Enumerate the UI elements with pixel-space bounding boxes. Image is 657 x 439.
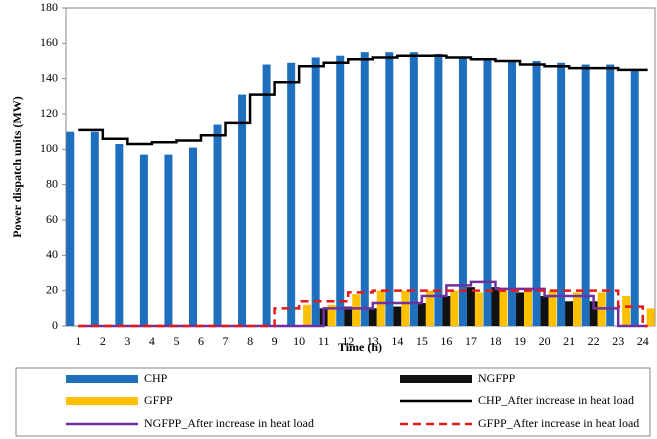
bar xyxy=(548,290,557,326)
bar xyxy=(458,57,467,326)
x-tick-label: 19 xyxy=(514,334,526,348)
legend-label: CHP xyxy=(144,371,168,385)
bar xyxy=(336,55,345,326)
bar xyxy=(532,61,541,326)
bar xyxy=(630,69,639,326)
bar xyxy=(581,64,590,327)
bar xyxy=(213,124,222,326)
y-tick-label: 40 xyxy=(46,247,58,261)
bar xyxy=(393,306,402,326)
bar xyxy=(524,290,533,326)
x-tick-label: 6 xyxy=(198,334,204,348)
legend-swatch xyxy=(66,375,138,383)
x-tick-label: 1 xyxy=(75,334,81,348)
legend-swatch xyxy=(66,397,138,405)
bar xyxy=(90,131,99,326)
bar xyxy=(262,64,271,327)
x-tick-label: 4 xyxy=(149,334,155,348)
x-tick-label: 5 xyxy=(173,334,179,348)
legend-swatch xyxy=(400,375,472,383)
bar xyxy=(409,52,418,327)
legend-box xyxy=(15,367,651,437)
bar xyxy=(499,290,508,326)
x-tick-label: 16 xyxy=(440,334,452,348)
bar xyxy=(139,154,148,326)
y-tick-label: 0 xyxy=(52,318,58,332)
bar xyxy=(66,131,75,326)
bar xyxy=(516,292,525,326)
bar xyxy=(287,62,296,327)
legend-label: GFPP xyxy=(144,393,173,407)
bar xyxy=(238,94,247,326)
step-line xyxy=(78,289,648,328)
bar xyxy=(491,287,500,326)
plot-frame xyxy=(65,7,656,327)
bar xyxy=(474,292,483,326)
bar xyxy=(540,295,549,326)
bar xyxy=(344,306,353,326)
bar xyxy=(115,144,124,326)
x-tick-label: 15 xyxy=(416,334,428,348)
step-line xyxy=(78,54,648,146)
x-tick-label: 21 xyxy=(563,334,575,348)
x-axis-title: Time (h) xyxy=(338,340,382,354)
bar xyxy=(352,294,361,326)
y-tick-label: 120 xyxy=(40,106,58,120)
x-tick-label: 2 xyxy=(100,334,106,348)
bar xyxy=(376,290,385,326)
bar xyxy=(450,290,459,326)
bar xyxy=(442,295,451,326)
bar xyxy=(417,303,426,326)
legend-label: GFPP_After increase in heat load xyxy=(478,416,639,430)
bar xyxy=(425,290,434,326)
y-tick-label: 20 xyxy=(46,282,58,296)
x-tick-label: 18 xyxy=(489,334,501,348)
bar xyxy=(303,304,312,326)
bar xyxy=(565,301,574,326)
x-tick-label: 13 xyxy=(367,334,379,348)
x-tick-label: 24 xyxy=(637,334,649,348)
bar xyxy=(385,52,394,327)
legend-label: NGFPP_After increase in heat load xyxy=(144,416,314,430)
y-tick-label: 60 xyxy=(46,212,58,226)
bar xyxy=(327,304,336,326)
bar xyxy=(622,295,631,326)
x-tick-label: 23 xyxy=(612,334,624,348)
bar xyxy=(573,292,582,326)
bar xyxy=(368,308,377,326)
bar xyxy=(483,59,492,326)
x-tick-label: 17 xyxy=(465,334,477,348)
bar xyxy=(508,61,517,326)
bar xyxy=(401,290,410,326)
x-tick-label: 14 xyxy=(391,334,403,348)
bar xyxy=(311,57,320,326)
bar xyxy=(188,147,197,326)
y-axis-title: Power dispatch units (MW) xyxy=(10,96,24,237)
x-tick-label: 10 xyxy=(293,334,305,348)
x-tick-label: 7 xyxy=(223,334,229,348)
x-tick-label: 12 xyxy=(342,334,354,348)
x-tick-label: 8 xyxy=(247,334,253,348)
y-tick-label: 100 xyxy=(40,141,58,155)
x-tick-label: 22 xyxy=(588,334,600,348)
y-tick-label: 160 xyxy=(40,35,58,49)
x-tick-label: 3 xyxy=(124,334,130,348)
bar xyxy=(589,301,598,326)
x-tick-label: 20 xyxy=(539,334,551,348)
bar xyxy=(606,64,615,327)
x-tick-label: 9 xyxy=(272,334,278,348)
y-tick-label: 180 xyxy=(40,0,58,14)
legend-label: NGFPP xyxy=(478,371,516,385)
y-tick-label: 80 xyxy=(46,176,58,190)
bar xyxy=(646,308,655,326)
y-tick-label: 140 xyxy=(40,70,58,84)
x-tick-label: 11 xyxy=(318,334,330,348)
legend-label: CHP_After increase in heat load xyxy=(478,393,634,407)
bar xyxy=(360,52,369,327)
bar xyxy=(466,287,475,326)
bar xyxy=(557,62,566,327)
bar xyxy=(434,53,443,326)
bar xyxy=(164,154,173,326)
